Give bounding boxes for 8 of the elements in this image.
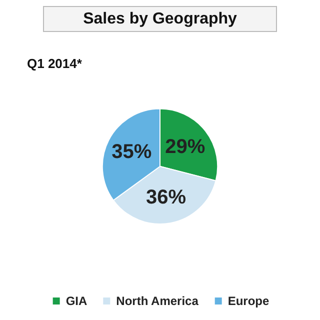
data-label: 35% [112, 140, 152, 163]
chart-subtitle: Q1 2014* [27, 56, 83, 71]
legend-label: GIA [66, 294, 88, 308]
data-label: 36% [146, 186, 186, 209]
legend-label: North America [116, 294, 199, 308]
chart-title: Sales by Geography [83, 10, 238, 28]
legend-label: Europe [228, 294, 270, 308]
data-label: 29% [165, 136, 206, 158]
